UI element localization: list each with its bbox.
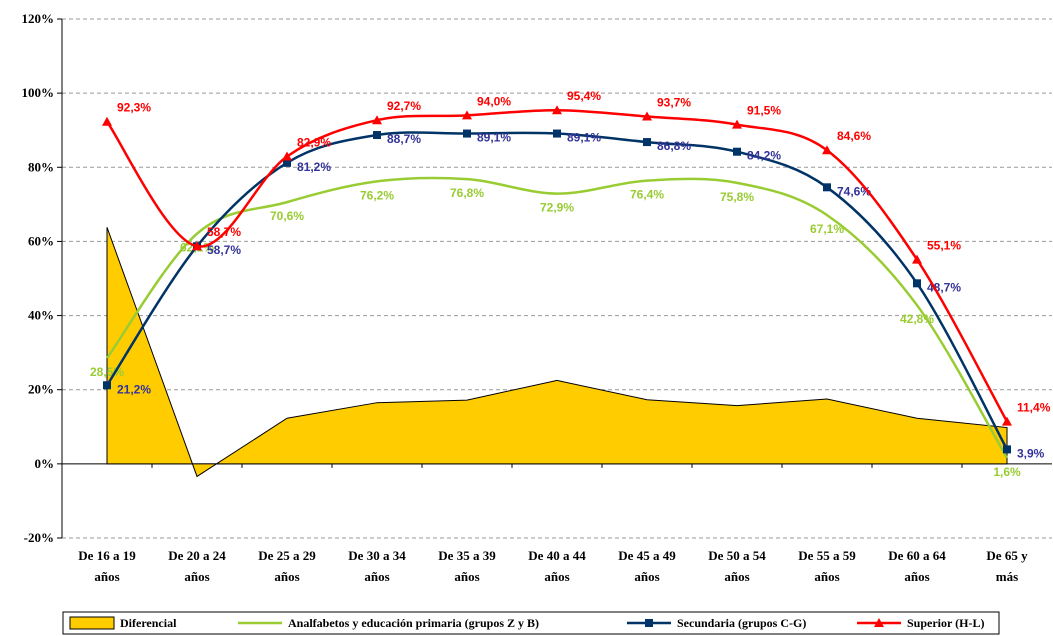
data-label: 76,2% bbox=[360, 188, 394, 202]
data-label: 28,5% bbox=[90, 365, 124, 379]
x-tick-label: años bbox=[94, 569, 119, 584]
y-tick-label: 100% bbox=[22, 85, 55, 100]
y-tick-label: -20% bbox=[24, 530, 54, 545]
marker bbox=[913, 279, 921, 288]
x-tick-label: De 20 a 24 bbox=[168, 548, 226, 563]
marker bbox=[645, 619, 653, 627]
x-tick-label: De 45 a 49 bbox=[618, 548, 676, 563]
x-tick-label: De 60 a 64 bbox=[888, 548, 946, 563]
y-tick-label: 40% bbox=[28, 308, 54, 323]
data-label: 84,6% bbox=[837, 129, 871, 143]
legend-label: Analfabetos y educación primaria (grupos… bbox=[288, 616, 539, 630]
data-label: 1,6% bbox=[993, 465, 1021, 479]
legend-label: Diferencial bbox=[120, 616, 177, 630]
y-tick-label: 80% bbox=[28, 159, 54, 174]
legend-swatch bbox=[69, 616, 115, 630]
y-tick-label: 60% bbox=[28, 233, 54, 248]
marker bbox=[732, 119, 742, 129]
data-label: 94,0% bbox=[477, 94, 511, 108]
x-tick-label: De 25 a 29 bbox=[258, 548, 316, 563]
x-tick-label: De 35 a 39 bbox=[438, 548, 496, 563]
data-label: 89,1% bbox=[567, 131, 601, 145]
data-label: 82,9% bbox=[297, 136, 331, 150]
marker bbox=[643, 138, 651, 147]
area bbox=[106, 227, 1008, 478]
y-tick-label: 0% bbox=[35, 456, 55, 471]
marker bbox=[642, 111, 652, 121]
x-tick-label: De 50 a 54 bbox=[708, 548, 766, 563]
data-label: 88,7% bbox=[387, 132, 421, 146]
marker bbox=[874, 618, 884, 627]
marker bbox=[463, 129, 471, 138]
data-label: 55,1% bbox=[927, 239, 961, 253]
x-tick-label: años bbox=[274, 569, 299, 584]
data-label: 75,8% bbox=[720, 190, 754, 204]
marker bbox=[1003, 445, 1011, 454]
marker bbox=[553, 129, 561, 138]
data-label: 84,2% bbox=[747, 149, 781, 163]
line bbox=[105, 108, 1009, 423]
x-tick-label: años bbox=[634, 569, 659, 584]
data-label: 76,4% bbox=[630, 188, 664, 202]
data-label: 58,7% bbox=[207, 225, 241, 239]
data-label: 3,9% bbox=[1017, 446, 1045, 460]
data-label: 70,6% bbox=[270, 209, 304, 223]
legend: Diferencial Analfabetos y educación prima… bbox=[62, 611, 1000, 635]
marker bbox=[912, 254, 922, 264]
data-label: 93,7% bbox=[657, 95, 691, 109]
x-tick-label: De 55 a 59 bbox=[798, 548, 856, 563]
x-tick-label: años bbox=[364, 569, 389, 584]
x-tick-label: De 16 a 19 bbox=[78, 548, 136, 563]
marker bbox=[282, 151, 292, 161]
marker bbox=[552, 105, 562, 115]
data-label: 72,9% bbox=[540, 201, 574, 215]
marker bbox=[1002, 416, 1012, 426]
x-tick-label: años bbox=[814, 569, 839, 584]
marker bbox=[103, 381, 111, 390]
marker bbox=[462, 110, 472, 120]
data-label: 95,4% bbox=[567, 89, 601, 103]
data-label: 42,8% bbox=[900, 312, 934, 326]
data-label: 92,3% bbox=[117, 101, 151, 115]
data-label: 74,6% bbox=[837, 184, 871, 198]
legend-label: Superior (H-L) bbox=[907, 616, 984, 630]
data-label: 91,5% bbox=[747, 104, 781, 118]
legend-label: Secundaria (grupos C-G) bbox=[677, 616, 806, 630]
x-tick-label: años bbox=[544, 569, 569, 584]
marker bbox=[372, 115, 382, 125]
x-tick-label: años bbox=[724, 569, 749, 584]
data-label: 21,2% bbox=[117, 382, 151, 396]
x-tick-label: años bbox=[904, 569, 929, 584]
data-label: 86,8% bbox=[657, 139, 691, 153]
marker bbox=[283, 158, 291, 167]
data-label: 76,8% bbox=[450, 186, 484, 200]
data-label: 67,1% bbox=[810, 222, 844, 236]
data-label: 92,7% bbox=[387, 99, 421, 113]
data-label: 58,7% bbox=[207, 243, 241, 257]
data-label: 81,2% bbox=[297, 160, 331, 174]
data-label: 89,1% bbox=[477, 131, 511, 145]
marker bbox=[733, 147, 741, 156]
x-tick-label: más bbox=[996, 569, 1018, 584]
y-tick-label: 120% bbox=[22, 11, 55, 26]
y-tick-label: 20% bbox=[28, 382, 54, 397]
marker bbox=[192, 241, 202, 251]
x-tick-label: años bbox=[454, 569, 479, 584]
marker bbox=[822, 145, 832, 155]
data-label: 11,4% bbox=[1017, 401, 1051, 415]
x-tick-label: De 65 y bbox=[986, 548, 1028, 563]
x-tick-label: De 30 a 34 bbox=[348, 548, 406, 563]
x-tick-label: años bbox=[184, 569, 209, 584]
x-tick-label: De 40 a 44 bbox=[528, 548, 586, 563]
marker bbox=[102, 116, 112, 126]
marker bbox=[373, 131, 381, 140]
marker bbox=[823, 183, 831, 192]
legend-box bbox=[62, 611, 1000, 635]
